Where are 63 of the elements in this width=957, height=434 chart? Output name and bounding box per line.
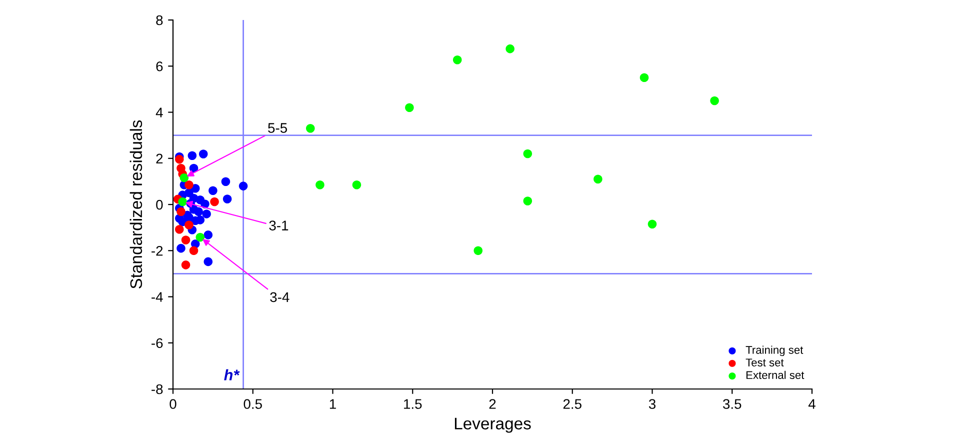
y-tick-label: 6 (156, 61, 163, 72)
point (222, 194, 232, 204)
x-tick-label: 0.5 (244, 399, 262, 409)
y-axis-title: Standardized residuals (130, 120, 142, 289)
point (648, 220, 657, 228)
point (474, 246, 483, 256)
y-tick-label: 0 (156, 200, 163, 210)
point (189, 246, 198, 256)
x-tick-label: 1.5 (404, 399, 422, 409)
annotation: 3-4 (270, 292, 290, 302)
annotation: 5-5 (268, 123, 288, 133)
point (175, 225, 184, 234)
point (452, 56, 462, 64)
point (176, 207, 186, 216)
ref-line-label: h* (224, 369, 240, 380)
point (178, 197, 187, 206)
legend-label: External set (746, 370, 804, 380)
x-tick-label: 1 (330, 399, 336, 409)
point (506, 44, 514, 54)
x-axis-title: Leverages (454, 418, 531, 433)
y-tick-label: -4 (152, 292, 163, 302)
point (594, 174, 602, 184)
x-tick-label: 0 (170, 399, 176, 409)
point (175, 154, 184, 164)
x-tick-label: 3.5 (723, 399, 742, 409)
point (196, 232, 205, 242)
annotation: 3-1 (269, 220, 288, 230)
point (221, 177, 230, 186)
y-tick-label: -8 (152, 384, 163, 394)
x-tick-label: 4 (808, 399, 816, 409)
point (640, 73, 649, 82)
point (188, 151, 197, 160)
point (523, 196, 532, 206)
point (405, 103, 414, 112)
point (184, 180, 194, 190)
point (523, 149, 532, 158)
x-tick-label: 3 (648, 399, 656, 409)
point (238, 182, 248, 190)
point (176, 244, 186, 253)
point (210, 197, 219, 206)
point (198, 150, 208, 158)
legend-label: Training set (746, 346, 804, 356)
point (316, 180, 324, 190)
y-tick-label: -6 (152, 338, 163, 348)
point (181, 236, 190, 244)
legend-label: Test set (746, 358, 784, 366)
y-tick-label: -2 (152, 246, 163, 256)
x-tick-label: 2.5 (563, 399, 582, 409)
point (181, 260, 190, 270)
point (180, 173, 189, 182)
point (184, 220, 194, 230)
point (208, 186, 218, 196)
point (352, 180, 362, 190)
point (306, 124, 315, 133)
y-tick-label: 2 (156, 154, 163, 164)
point (204, 257, 213, 266)
y-tick-label: 8 (156, 15, 163, 26)
point (204, 230, 213, 240)
x-tick-label: 2 (489, 399, 496, 409)
point (202, 210, 211, 218)
y-tick-label: 4 (156, 108, 163, 118)
point (194, 207, 203, 216)
point (710, 96, 719, 106)
